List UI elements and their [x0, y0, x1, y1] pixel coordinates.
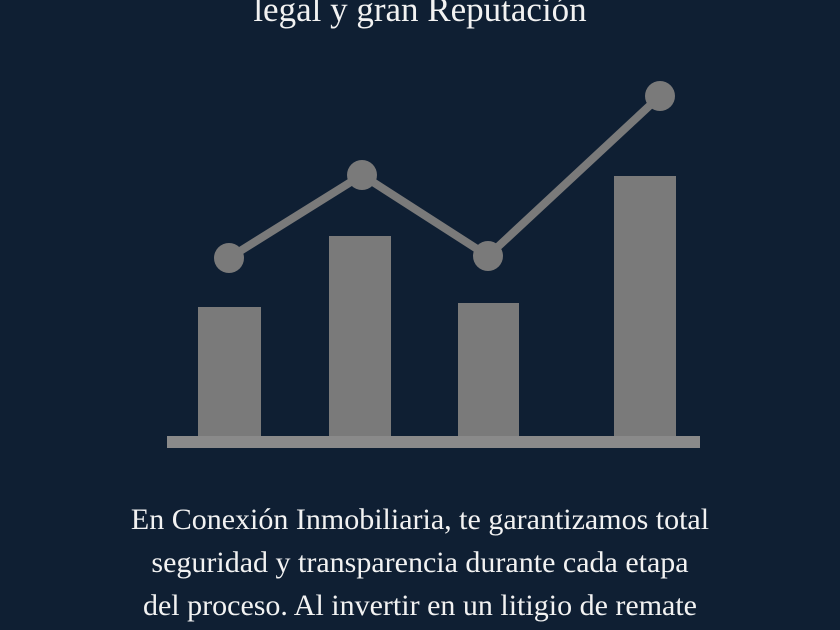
- bar-1: [198, 307, 261, 439]
- trend-point-2: [347, 160, 377, 190]
- bar-2: [329, 236, 391, 439]
- trend-point-1: [214, 243, 244, 273]
- trend-point-4: [645, 81, 675, 111]
- description-paragraph: En Conexión Inmobiliaria, te garantizamo…: [0, 498, 840, 627]
- trend-line: [226, 93, 663, 262]
- paragraph-line: seguridad y transparencia durante cada e…: [151, 546, 689, 579]
- trend-point-3: [473, 241, 503, 271]
- bar-4: [614, 176, 676, 439]
- heading: legal y gran Reputación: [253, 0, 587, 29]
- paragraph-line: En Conexión Inmobiliaria, te garantizamo…: [130, 503, 710, 536]
- bar-3: [458, 303, 519, 439]
- baseline: [167, 436, 700, 448]
- paragraph-line: del proceso. Al invertir en un litigio d…: [142, 589, 697, 622]
